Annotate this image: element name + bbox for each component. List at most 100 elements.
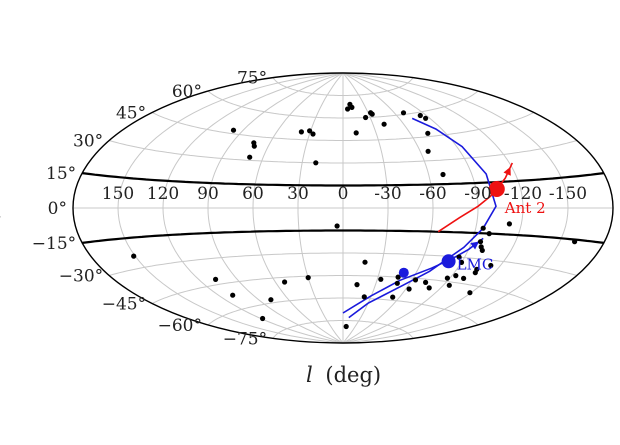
x-axis-label-symbol: l (306, 363, 313, 387)
parallel-line (207, 297, 479, 326)
satellite-point (354, 282, 360, 288)
satellite-point (458, 259, 465, 265)
latitude-tick-label: 60° (172, 82, 202, 102)
satellite-point (444, 275, 450, 281)
satellite-point (400, 110, 407, 116)
satellite-point (362, 259, 368, 265)
satellite-point (426, 285, 432, 291)
galactic-plane-band (82, 172, 604, 244)
satellite-point (368, 110, 374, 116)
satellite-point (298, 129, 304, 135)
satellite-point (453, 273, 459, 279)
satellite-point (361, 294, 367, 300)
satellite-point (307, 128, 313, 134)
satellite-point (394, 280, 400, 286)
satellite-point (268, 297, 274, 303)
latitude-tick-label: −60° (158, 316, 202, 336)
satellite-point (247, 154, 253, 160)
parallel-line (151, 112, 535, 141)
satellite-point (381, 121, 387, 127)
sky-boundary (72, 72, 614, 344)
latitude-tick-label: −15° (32, 234, 76, 254)
y-axis-label-fragment: g) (0, 162, 1, 180)
parallel-line (272, 77, 414, 96)
satellite-point (313, 160, 319, 166)
satellite-point (456, 254, 462, 260)
satellite-point (506, 221, 512, 227)
satellite-point (230, 127, 237, 133)
longitude-tick-label: 30 (287, 184, 309, 204)
latitude-tick-label: 45° (116, 104, 146, 124)
satellite-point (345, 106, 351, 112)
orbit-arrowhead (503, 166, 511, 176)
galactic-plane-edge (82, 172, 604, 187)
track-labels: Ant 2 LMC (457, 199, 546, 273)
satellite-point (310, 131, 316, 137)
satellite-point (305, 275, 311, 281)
satellite-point (474, 266, 480, 272)
latitude-tick-label: −30° (59, 267, 103, 287)
parallel-line (272, 320, 414, 339)
marker-ant-2 (488, 181, 505, 197)
satellite-point (440, 171, 446, 178)
satellite-point (417, 112, 423, 119)
satellite-point (363, 114, 369, 121)
satellite-point (572, 239, 578, 245)
highlight-markers (398, 181, 505, 278)
satellite-points (131, 101, 578, 330)
orbit-track-path (437, 162, 514, 233)
parallel-line (109, 140, 577, 164)
marker-lmc (441, 254, 456, 269)
satellite-point (353, 130, 359, 136)
satellite-point (260, 315, 266, 322)
satellite-point (334, 223, 340, 229)
satellite-point (486, 231, 492, 237)
satellite-point (423, 279, 429, 285)
satellite-point (423, 115, 429, 121)
satellite-point (412, 277, 419, 283)
latitude-tick-label: 0° (48, 199, 67, 219)
longitude-tick-label: -30 (374, 184, 401, 204)
satellite-point (477, 239, 484, 245)
satellite-point (213, 276, 219, 282)
satellite-point (282, 279, 288, 285)
satellite-point (425, 130, 431, 136)
longitude-tick-label: 120 (147, 184, 179, 204)
longitude-tick-label: -60 (419, 184, 446, 204)
latitude-tick-label: −75° (223, 329, 267, 349)
latitude-tick-label: 30° (73, 132, 103, 152)
parallel-line (109, 252, 577, 276)
orbit-arrowhead (470, 241, 480, 250)
longitude-tick-label: 0 (338, 184, 349, 204)
satellite-point (425, 148, 431, 154)
orbit-track-path (342, 237, 484, 314)
longitude-tick-label: -150 (549, 184, 587, 204)
orbit-track-path (348, 117, 497, 319)
satellite-point (467, 290, 473, 296)
satellite-point (446, 282, 452, 288)
satellite-point (395, 274, 401, 280)
track-label: LMC (457, 255, 494, 273)
y-axis-label-fragment-lower: ( (0, 215, 3, 222)
satellite-point (480, 225, 486, 231)
satellite-point (479, 247, 485, 253)
longitude-tick-label: -120 (504, 184, 542, 204)
satellite-point (461, 275, 467, 281)
satellite-point (488, 262, 494, 269)
galactic-plane-edge (82, 229, 604, 244)
x-axis-label-unit: (deg) (325, 363, 381, 387)
satellite-point (390, 294, 396, 300)
satellite-point (343, 323, 349, 330)
parallel-line (207, 90, 479, 119)
track-label: Ant 2 (504, 199, 546, 217)
satellite-point (378, 276, 384, 282)
latitude-tick-label: 15° (46, 164, 76, 184)
satellite-point (251, 143, 257, 149)
longitude-tick-labels: 150 120 90 60 30 0 -30 -60 -90 -120 -150 (102, 184, 587, 204)
latitude-tick-labels: 75° 60° 45° 30° 15° 0° −15° −30° −45° −60° −75° (32, 69, 267, 350)
marker-secondary (398, 267, 409, 278)
longitude-tick-label: 150 (102, 184, 134, 204)
satellite-point (349, 104, 355, 110)
satellite-point (406, 286, 412, 292)
